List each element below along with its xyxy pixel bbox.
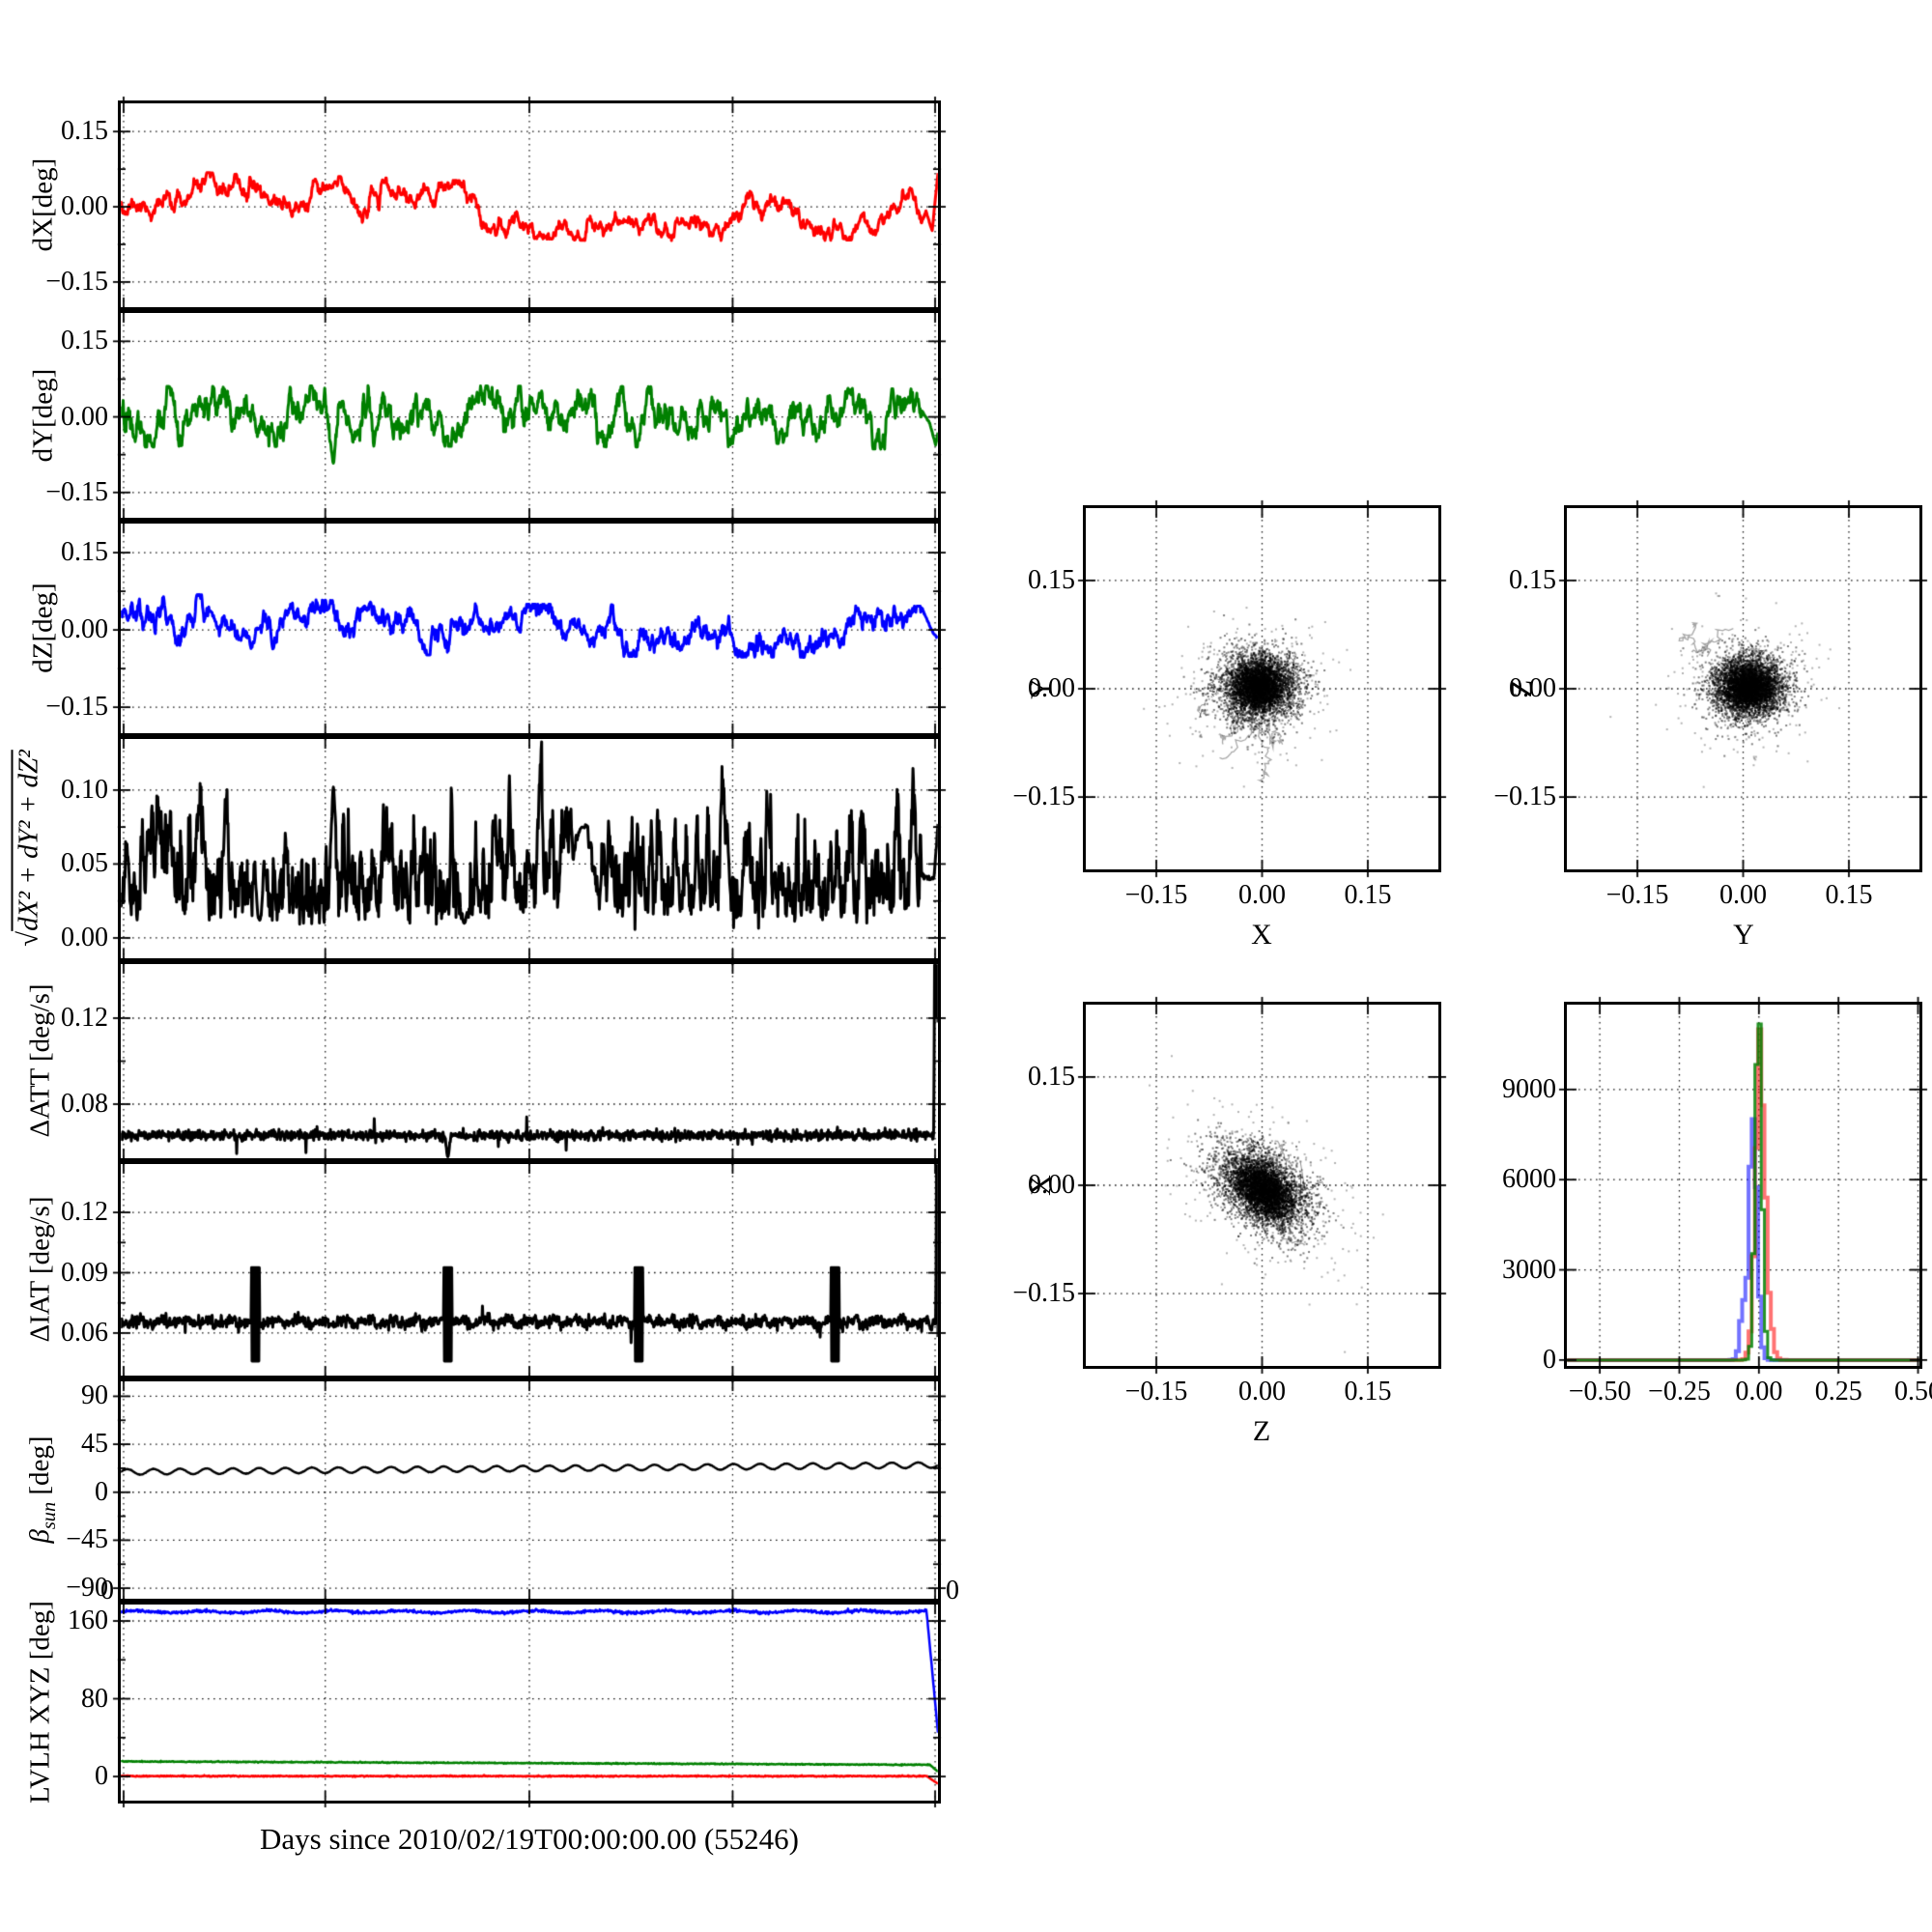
- xtick-ZY: −0.15: [1605, 880, 1669, 910]
- ytick-dY: −0.15: [45, 476, 108, 507]
- ytick-hist: 9000: [1502, 1073, 1556, 1104]
- ytick-dZ: 0.00: [61, 614, 108, 645]
- ytick-dZ: −0.15: [45, 692, 108, 723]
- xaxis-label: Days since 2010/02/19T00:00:00.00 (55246…: [260, 1822, 799, 1856]
- beta-sun-xtick-right: 0: [946, 1576, 959, 1605]
- xlabel-scatter-z: Z: [1252, 1415, 1271, 1447]
- ytick-beta_sun: −90: [66, 1573, 108, 1604]
- xtick-YX: 0.15: [1344, 880, 1392, 910]
- ytick-dY: 0.00: [61, 401, 108, 432]
- ytick-hist: 0: [1543, 1344, 1556, 1375]
- ytick-dX: 0.15: [61, 116, 108, 147]
- ytick-dZ: 0.15: [61, 537, 108, 568]
- ytick-LVLH: 160: [68, 1605, 108, 1636]
- beta-sun-xtick-left: 0: [100, 1576, 114, 1605]
- xlabel-scatter-x: X: [1251, 919, 1272, 951]
- ytick-XZ: 0.15: [1028, 1061, 1075, 1092]
- ytick-dIAT: 0.06: [61, 1317, 108, 1348]
- xtick-YX: 0.00: [1238, 880, 1286, 910]
- ytick-ZY: 0.15: [1509, 564, 1556, 595]
- xtick-hist: −0.50: [1568, 1377, 1632, 1406]
- xtick-hist: 0.25: [1814, 1377, 1862, 1406]
- xtick-hist: −0.25: [1648, 1377, 1711, 1406]
- ytick-beta_sun: 0: [95, 1476, 108, 1507]
- ytick-dIAT: 0.12: [61, 1197, 108, 1228]
- ytick-hist: 6000: [1502, 1164, 1556, 1195]
- ytick-LVLH: 0: [95, 1761, 108, 1792]
- ytick-XZ: 0.00: [1028, 1170, 1075, 1200]
- xtick-ZY: 0.15: [1825, 880, 1873, 910]
- ytick-beta_sun: −45: [66, 1524, 108, 1555]
- ytick-LVLH: 80: [81, 1683, 108, 1714]
- ytick-beta_sun: 90: [81, 1380, 108, 1411]
- xtick-XZ: 0.00: [1238, 1377, 1286, 1406]
- xtick-hist: 0.00: [1735, 1377, 1783, 1406]
- ytick-magnitude: 0.05: [61, 848, 108, 879]
- xtick-ZY: 0.00: [1719, 880, 1767, 910]
- ytick-dATT: 0.08: [61, 1089, 108, 1120]
- ytick-dX: 0.00: [61, 191, 108, 222]
- xtick-XZ: 0.15: [1344, 1377, 1392, 1406]
- ytick-YX: −0.15: [1012, 781, 1075, 812]
- ytick-magnitude: 0.00: [61, 922, 108, 952]
- xtick-XZ: −0.15: [1124, 1377, 1188, 1406]
- ytick-dATT: 0.12: [61, 1002, 108, 1033]
- ytick-beta_sun: 45: [81, 1429, 108, 1460]
- ytick-dIAT: 0.09: [61, 1257, 108, 1288]
- ytick-dY: 0.15: [61, 326, 108, 356]
- xlabel-scatter-y: Y: [1733, 919, 1754, 951]
- ytick-YX: 0.15: [1028, 564, 1075, 595]
- ytick-ZY: −0.15: [1493, 781, 1556, 812]
- xtick-hist: 0.50: [1894, 1377, 1932, 1406]
- ytick-ZY: 0.00: [1509, 673, 1556, 703]
- ytick-dX: −0.15: [45, 266, 108, 297]
- ytick-magnitude: 0.10: [61, 774, 108, 805]
- ytick-XZ: −0.15: [1012, 1278, 1075, 1309]
- ytick-hist: 3000: [1502, 1254, 1556, 1285]
- xtick-YX: −0.15: [1124, 880, 1188, 910]
- ytick-YX: 0.00: [1028, 673, 1075, 703]
